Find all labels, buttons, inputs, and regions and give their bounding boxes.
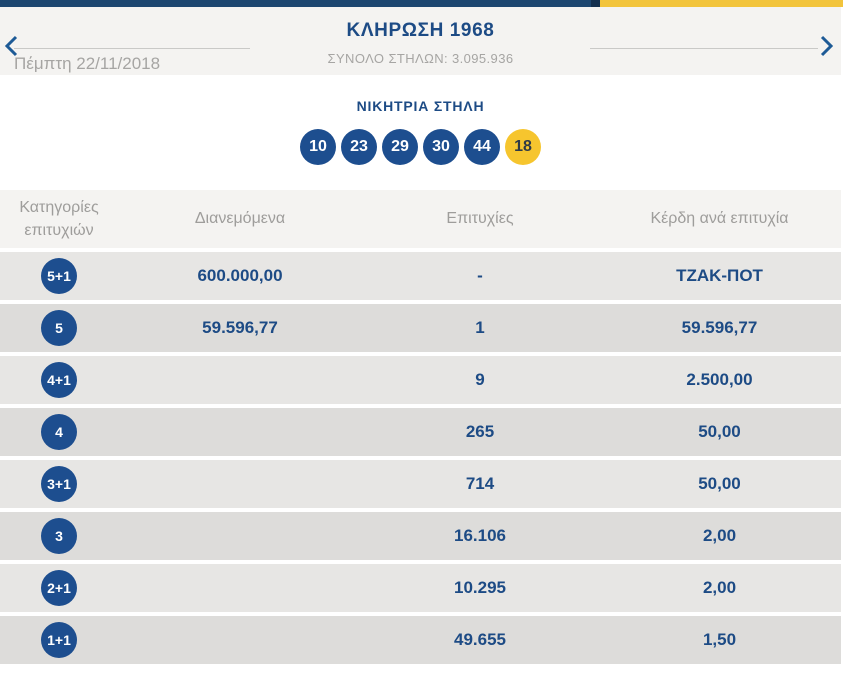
category-badge: 5+1: [41, 258, 77, 294]
table-row: 4 265 50,00: [0, 408, 841, 456]
column-header-categories: Κατηγορίες επιτυχιών: [19, 199, 99, 239]
table-row: 5+1 600.000,00 - ΤΖΑΚ-ΠΟΤ: [0, 252, 841, 300]
prize-cell: 2,00: [702, 526, 737, 545]
draw-header: ΚΛΗΡΩΣΗ 1968 ΣΥΝΟΛΟ ΣΤΗΛΩΝ: 3.095.936: [0, 20, 841, 66]
table-row: 4+1 9 2.500,00: [0, 356, 841, 404]
winners-cell: 9: [475, 370, 485, 389]
column-header-distributed: Διανεμόμενα: [194, 210, 286, 227]
winning-number-1: 10: [300, 129, 336, 165]
top-accent-bar-blue: [0, 0, 591, 7]
winners-cell: -: [477, 266, 483, 285]
category-badge: 4: [41, 414, 77, 450]
table-body: 5+1 600.000,00 - ΤΖΑΚ-ΠΟΤ 5 59.596,77 1 …: [0, 252, 841, 664]
prize-cell: 50,00: [698, 422, 741, 441]
table-row: 3+1 714 50,00: [0, 460, 841, 508]
table-row: 2+1 10.295 2,00: [0, 564, 841, 612]
winning-column-title: ΝΙΚΗΤΡΙΑ ΣΤΗΛΗ: [356, 98, 485, 114]
total-columns-label: ΣΥΝΟΛΟ ΣΤΗΛΩΝ: 3.095.936: [327, 51, 514, 66]
distributed-cell: 59.596,77: [202, 318, 278, 337]
winning-number-2: 23: [341, 129, 377, 165]
winning-number-5: 44: [464, 129, 500, 165]
prize-cell: 2,00: [702, 578, 737, 597]
prize-cell: 2.500,00: [686, 370, 753, 389]
table-row: 3 16.106 2,00: [0, 512, 841, 560]
category-badge: 4+1: [41, 362, 77, 398]
prize-cell: 59.596,77: [681, 318, 758, 337]
column-header-winners: Επιτυχίες: [446, 210, 514, 227]
winners-cell: 265: [465, 422, 495, 441]
joker-number: 18: [505, 129, 541, 165]
category-badge: 3+1: [41, 466, 77, 502]
winning-numbers: 10 23 29 30 44 18: [0, 129, 841, 165]
winning-number-3: 29: [382, 129, 418, 165]
draw-navigation: Πέμπτη 22/11/2018 ΚΛΗΡΩΣΗ 1968 ΣΥΝΟΛΟ ΣΤ…: [0, 7, 841, 75]
winners-cell: 1: [475, 318, 485, 337]
winners-cell: 16.106: [454, 526, 506, 545]
table-row: 5 59.596,77 1 59.596,77: [0, 304, 841, 352]
draw-date: Πέμπτη 22/11/2018: [14, 54, 161, 73]
winners-cell: 714: [465, 474, 495, 493]
divider-line-right: [590, 48, 818, 49]
category-badge: 3: [41, 518, 77, 554]
prize-cell: 50,00: [698, 474, 741, 493]
chevron-left-icon: [4, 35, 18, 57]
winners-cell: 10.295: [454, 578, 506, 597]
winners-cell: 49.655: [454, 630, 506, 649]
category-badge: 5: [41, 310, 77, 346]
divider-line-left: [14, 48, 250, 49]
next-draw-button[interactable]: [816, 34, 838, 58]
top-accent-bar-yellow: [600, 0, 843, 7]
top-accent-bar-dark: [591, 0, 600, 7]
results-table: Κατηγορίες επιτυχιών Διανεμόμενα Επιτυχί…: [0, 190, 841, 664]
distributed-cell: 600.000,00: [197, 266, 283, 285]
category-badge: 1+1: [41, 622, 77, 658]
winning-number-4: 30: [423, 129, 459, 165]
category-badge: 2+1: [41, 570, 77, 606]
prize-cell: 1,50: [702, 630, 737, 649]
column-header-prize: Κέρδη ανά επιτυχία: [650, 210, 789, 227]
prize-cell: ΤΖΑΚ-ΠΟΤ: [676, 266, 763, 285]
table-row: 1+1 49.655 1,50: [0, 616, 841, 664]
previous-draw-button[interactable]: [0, 34, 22, 58]
chevron-right-icon: [820, 35, 834, 57]
top-accent-bar: [0, 0, 843, 7]
winning-column-section: ΝΙΚΗΤΡΙΑ ΣΤΗΛΗ 10 23 29 30 44 18: [0, 75, 841, 190]
draw-title: ΚΛΗΡΩΣΗ 1968: [346, 20, 495, 41]
table-header-row: Κατηγορίες επιτυχιών Διανεμόμενα Επιτυχί…: [0, 190, 841, 248]
